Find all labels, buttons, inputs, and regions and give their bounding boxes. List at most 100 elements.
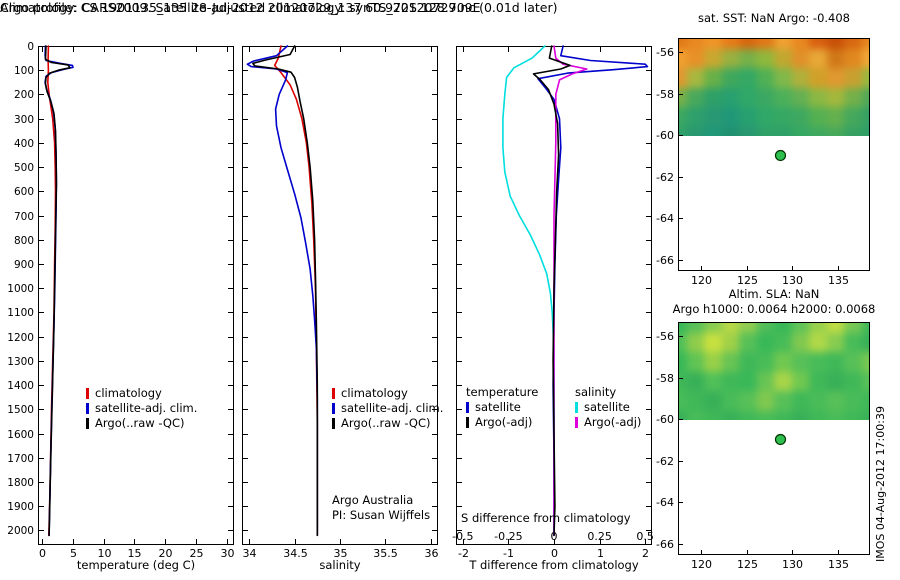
heatmap-cell: [704, 107, 722, 127]
heatmap-cell: [861, 391, 869, 411]
heatmap-cell: [739, 410, 757, 420]
sla_map-xtick-label: 130: [782, 558, 803, 571]
heatmap-cell: [774, 126, 792, 136]
heatmap-cell: [809, 107, 827, 127]
legend-label: Argo(..raw -QC): [95, 416, 185, 430]
sst_map-xtick-label: 120: [691, 274, 712, 287]
heatmap-cell: [756, 410, 774, 420]
salinity-legend: climatology satellite-adj. clim. Argo(..…: [332, 386, 443, 431]
temperature_profile-ytick-label: 900: [14, 259, 34, 271]
heatmap-cell: [844, 87, 862, 107]
legend-item-s-satellite: satellite: [575, 400, 641, 415]
sla_map-ytick-label: -62: [656, 455, 674, 468]
difference-legend-salinity: salinity satellite Argo(-adj): [575, 385, 641, 430]
heatmap-cell: [756, 352, 774, 372]
heatmap-cell: [844, 352, 862, 372]
heatmap-cell: [844, 107, 862, 127]
temperature_profile-ytick-label: 1400: [7, 380, 34, 392]
heatmap-cell: [739, 107, 757, 127]
heatmap-cell: [774, 87, 792, 107]
temperature_profile-series-Argo-raw-QC-: [44, 45, 71, 537]
heatmap-cell: [679, 68, 687, 88]
sla_map-float-marker: [774, 433, 787, 446]
heatmap-cell: [679, 39, 687, 49]
sst-map-title: sat. SST: NaN Argo: -0.408: [698, 11, 850, 25]
heatmap-cell: [686, 39, 704, 49]
heatmap-cell: [686, 68, 704, 88]
heatmap-cell: [704, 323, 722, 333]
heatmap-cell: [756, 39, 774, 49]
heatmap-cell: [686, 126, 704, 136]
heatmap-cell: [756, 323, 774, 333]
temperature_profile-ytick-label: 100: [14, 65, 34, 77]
heatmap-cell: [826, 391, 844, 411]
temperature_profile-series-climatology: [46, 45, 57, 537]
heatmap-cell: [791, 371, 809, 391]
legend-item-t-argo: Argo(-adj): [466, 415, 538, 430]
heatmap-cell: [679, 87, 687, 107]
heatmap-cell: [721, 391, 739, 411]
heatmap-cell: [809, 410, 827, 420]
salinity_profile-series-Argo-raw-QC-: [252, 45, 319, 537]
temperature-legend: climatology satellite-adj. clim. Argo(..…: [86, 386, 197, 431]
satellite-adj-swatch: [86, 403, 89, 414]
heatmap-cell: [826, 68, 844, 88]
climatology-swatch: [332, 388, 335, 399]
sla_map-xtick-label: 135: [828, 558, 849, 571]
heatmap-cell: [809, 39, 827, 49]
difference_profile-s-tick-label: -0.25: [494, 530, 522, 543]
heatmap-cell: [679, 371, 687, 391]
sst_map-float-marker: [774, 149, 787, 162]
heatmap-cell: [756, 68, 774, 88]
heatmap-cell: [809, 87, 827, 107]
legend-item-s-argo: Argo(-adj): [575, 415, 641, 430]
argo-australia-note: Argo Australia: [332, 493, 414, 507]
sla-map-title-line1: Altim. SLA: NaN: [728, 287, 820, 301]
heatmap-cell: [809, 371, 827, 391]
temperature_profile-ytick-label: 1600: [7, 429, 34, 441]
heatmap-cell: [679, 332, 687, 352]
salinity_profile-series-climatology: [273, 45, 319, 537]
sst_map-xtick-label: 135: [828, 274, 849, 287]
heatmap-cell: [844, 39, 862, 49]
heatmap-cell: [861, 332, 869, 352]
temperature_profile-ytick-label: 1800: [7, 477, 34, 489]
sla_map-grid: [679, 323, 869, 420]
heatmap-cell: [791, 126, 809, 136]
sst_map-grid: [679, 39, 869, 136]
heatmap-cell: [756, 48, 774, 68]
sla_map-ytick-label: -58: [656, 372, 674, 385]
legend-label: satellite-adj. clim.: [95, 401, 198, 415]
legend-label: Argo(-adj): [475, 415, 533, 429]
heatmap-cell: [721, 410, 739, 420]
heatmap-cell: [791, 410, 809, 420]
temperature_profile-ytick-label: 400: [14, 138, 34, 150]
heatmap-cell: [739, 48, 757, 68]
heatmap-cell: [686, 410, 704, 420]
heatmap-cell: [704, 410, 722, 420]
sla-heatmap: [679, 323, 869, 420]
heatmap-cell: [686, 107, 704, 127]
heatmap-cell: [774, 391, 792, 411]
legend-item-climatology: climatology: [332, 386, 443, 401]
temperature_profile-series-satellite-adj-clim-: [44, 45, 74, 537]
heatmap-cell: [791, 391, 809, 411]
salinity-axis-label: salinity: [319, 558, 361, 572]
heatmap-cell: [756, 107, 774, 127]
heatmap-cell: [721, 332, 739, 352]
difference_profile-s-tick-label: 0.5: [636, 530, 654, 543]
heatmap-cell: [679, 48, 687, 68]
heatmap-cell: [756, 87, 774, 107]
temperature_profile-ytick-label: 1700: [7, 453, 34, 465]
legend-label: Argo(..raw -QC): [341, 416, 431, 430]
heatmap-cell: [809, 332, 827, 352]
legend-label: climatology: [341, 386, 408, 400]
s-satellite-swatch: [575, 402, 578, 413]
heatmap-cell: [791, 107, 809, 127]
heatmap-cell: [739, 87, 757, 107]
difference_profile-series-S-Argo-diff: [553, 45, 588, 537]
heatmap-cell: [826, 332, 844, 352]
heatmap-cell: [686, 352, 704, 372]
difference_profile-series-S-satellite-diff: [502, 45, 555, 537]
